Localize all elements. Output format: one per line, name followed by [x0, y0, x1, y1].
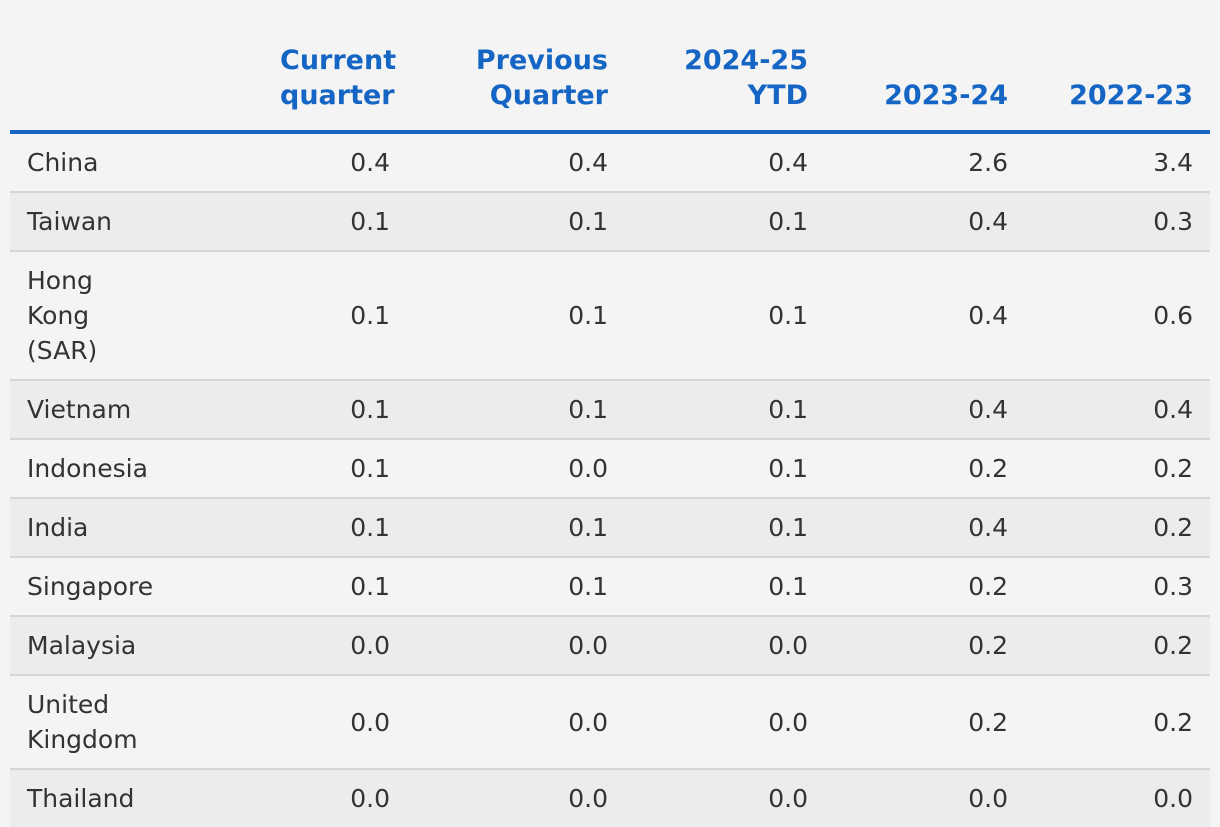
table-cell: 0.2 — [808, 675, 1008, 770]
table-cell: 0.0 — [200, 675, 390, 770]
table-row: India 0.1 0.1 0.1 0.4 0.2 — [10, 498, 1210, 558]
column-header-2023-24: 2023-24 — [808, 40, 1008, 134]
table-cell: 0.1 — [200, 251, 390, 381]
table-cell: 0.4 — [390, 132, 608, 193]
table-cell: 0.1 — [608, 498, 808, 558]
table-row: Vietnam 0.1 0.1 0.1 0.4 0.4 — [10, 380, 1210, 440]
table-cell: 0.1 — [200, 192, 390, 252]
column-header-2022-23: 2022-23 — [1008, 40, 1210, 134]
table-cell: 0.0 — [200, 769, 390, 827]
header-row: Current quarter Previous Quarter 2024-25… — [10, 40, 1210, 134]
table-cell: 0.1 — [200, 557, 390, 617]
table-cell: 0.2 — [1008, 439, 1210, 499]
table-cell: 0.1 — [608, 251, 808, 381]
table-cell: 0.4 — [200, 132, 390, 193]
table-cell: 0.2 — [1008, 616, 1210, 676]
table-cell: 0.4 — [808, 498, 1008, 558]
table-cell: 2.6 — [808, 132, 1008, 193]
table-cell: 3.4 — [1008, 132, 1210, 193]
table-cell: 0.2 — [1008, 675, 1210, 770]
table-cell: 0.4 — [808, 251, 1008, 381]
table-cell: 0.0 — [608, 769, 808, 827]
table-cell: 0.0 — [200, 616, 390, 676]
row-label: China — [10, 132, 200, 193]
table-cell: 0.0 — [608, 675, 808, 770]
table-cell: 0.1 — [200, 498, 390, 558]
table-cell: 0.1 — [608, 192, 808, 252]
table-cell: 0.1 — [390, 498, 608, 558]
data-table: Current quarter Previous Quarter 2024-25… — [10, 40, 1210, 827]
table-cell: 0.4 — [608, 132, 808, 193]
table-row: United Kingdom 0.0 0.0 0.0 0.2 0.2 — [10, 675, 1210, 770]
table-cell: 0.3 — [1008, 192, 1210, 252]
table-body: China 0.4 0.4 0.4 2.6 3.4 Taiwan 0.1 0.1 0.1 0.4 0.… — [10, 132, 1210, 827]
table-container: Current quarter Previous Quarter 2024-25… — [10, 40, 1210, 813]
table-cell: 0.0 — [390, 675, 608, 770]
table-cell: 0.1 — [200, 380, 390, 440]
table-cell: 0.0 — [390, 616, 608, 676]
row-label: United Kingdom — [10, 675, 200, 770]
table-cell: 0.1 — [608, 439, 808, 499]
table-cell: 0.3 — [1008, 557, 1210, 617]
table-cell: 0.2 — [808, 616, 1008, 676]
table-row: Indonesia 0.1 0.0 0.1 0.2 0.2 — [10, 439, 1210, 499]
table-cell: 0.4 — [808, 192, 1008, 252]
column-header-ytd: 2024-25 YTD — [608, 40, 808, 134]
table-cell: 0.4 — [808, 380, 1008, 440]
table-cell: 0.4 — [1008, 380, 1210, 440]
row-label: Thailand — [10, 769, 200, 827]
table-cell: 0.1 — [390, 557, 608, 617]
row-label: Hong Kong (SAR) — [10, 251, 200, 381]
column-header-current-quarter: Current quarter — [200, 40, 396, 134]
table-cell: 0.2 — [808, 439, 1008, 499]
table-cell: 0.1 — [608, 380, 808, 440]
table-cell: 0.2 — [1008, 498, 1210, 558]
table-cell: 0.1 — [390, 192, 608, 252]
table-cell: 0.0 — [390, 769, 608, 827]
table-cell: 0.1 — [390, 380, 608, 440]
table-cell: 0.1 — [390, 251, 608, 381]
row-label: Indonesia — [10, 439, 200, 499]
row-label: Taiwan — [10, 192, 200, 252]
table-row: Thailand 0.0 0.0 0.0 0.0 0.0 — [10, 769, 1210, 827]
table-cell: 0.1 — [608, 557, 808, 617]
table-cell: 0.0 — [390, 439, 608, 499]
row-label: India — [10, 498, 200, 558]
table-row: Hong Kong (SAR) 0.1 0.1 0.1 0.4 0.6 — [10, 251, 1210, 381]
table-row: China 0.4 0.4 0.4 2.6 3.4 — [10, 132, 1210, 193]
table-cell: 0.6 — [1008, 251, 1210, 381]
row-label: Malaysia — [10, 616, 200, 676]
table-row: Malaysia 0.0 0.0 0.0 0.2 0.2 — [10, 616, 1210, 676]
table-header: Current quarter Previous Quarter 2024-25… — [10, 40, 1210, 134]
row-label: Singapore — [10, 557, 200, 617]
column-header-previous-quarter: Previous Quarter — [390, 40, 608, 134]
row-label: Vietnam — [10, 380, 200, 440]
column-header-country — [10, 40, 200, 134]
table-cell: 0.0 — [608, 616, 808, 676]
table-row: Singapore 0.1 0.1 0.1 0.2 0.3 — [10, 557, 1210, 617]
table-cell: 0.0 — [808, 769, 1008, 827]
table-cell: 0.2 — [808, 557, 1008, 617]
table-cell: 0.0 — [1008, 769, 1210, 827]
table-row: Taiwan 0.1 0.1 0.1 0.4 0.3 — [10, 192, 1210, 252]
table-cell: 0.1 — [200, 439, 390, 499]
